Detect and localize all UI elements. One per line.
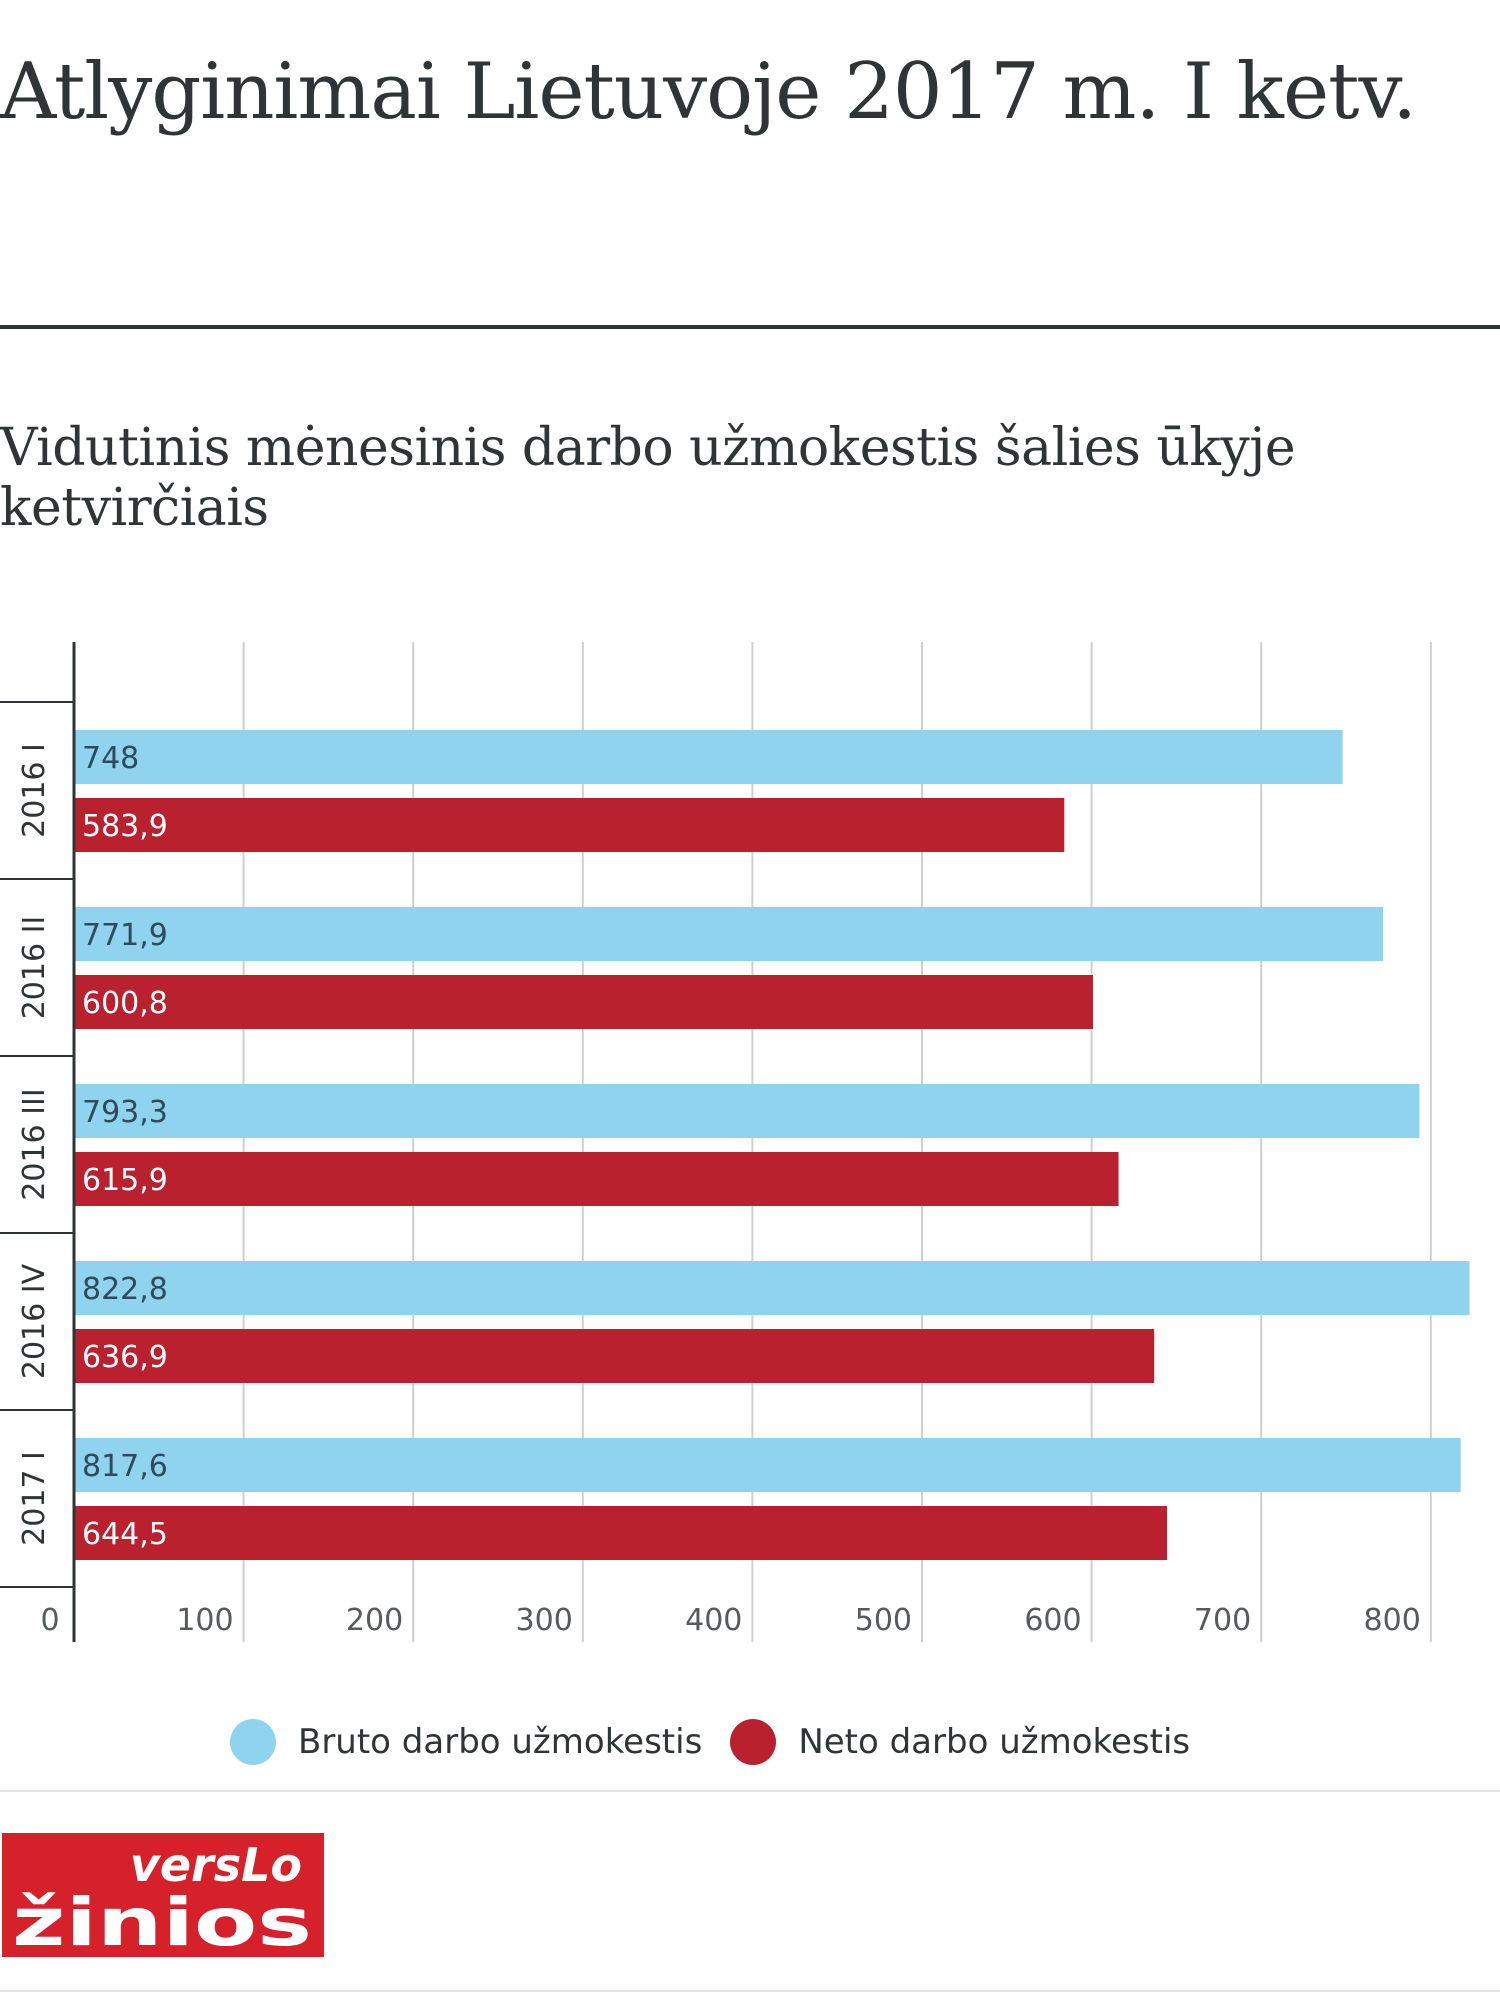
bar-bruto-1[interactable] [74,907,1384,961]
bar-neto-2[interactable] [74,1152,1119,1206]
x-tick-label: 400 [685,1603,742,1638]
bar-data-label: 644,5 [82,1517,168,1552]
bar-data-label: 615,9 [82,1163,168,1198]
bar-data-label: 822,8 [82,1272,168,1307]
category-label: 2016 IV [17,1263,52,1379]
x-tick-label: 100 [176,1603,233,1638]
bar-neto-0[interactable] [74,798,1065,852]
category-label: 2016 III [17,1088,52,1200]
legend-item-neto[interactable]: Neto darbo užmokestis [730,1719,1190,1765]
title-divider [0,325,1500,329]
bar-data-label: 748 [82,741,139,776]
category-label: 2017 I [17,1451,52,1546]
chart-subtitle: Vidutinis mėnesinis darbo užmokestis šal… [0,418,1296,538]
x-tick-label: 600 [1024,1603,1081,1638]
category-label: 2016 II [17,916,52,1020]
legend-item-bruto[interactable]: Bruto darbo užmokestis [230,1719,702,1765]
bar-data-label: 771,9 [82,918,168,953]
legend-neto-label: Neto darbo užmokestis [798,1722,1191,1762]
verslo-zinios-logo[interactable]: versLo žinios [2,1833,324,1961]
x-tick-label: 800 [1364,1603,1421,1638]
bar-chart: 748 583,9 771,9 600,8 793,3 615,9 822,8 636,9 81… [0,642,1470,1642]
bar-neto-4[interactable] [74,1506,1168,1560]
bar-data-label: 600,8 [82,986,168,1021]
x-tick-label: 200 [346,1603,403,1638]
page-title: Atlyginimai Lietuvoje 2017 m. I ketv. [0,47,1417,137]
chart-bars: 748 583,9 771,9 600,8 793,3 615,9 822,8 636,9 81… [74,730,1470,1560]
bar-bruto-0[interactable] [74,730,1343,784]
bar-bruto-2[interactable] [74,1084,1420,1138]
footer-divider [0,1790,1500,1792]
chart-axes: 0 100 200 300 400 500 600 700 800 2016 I 2016 II 20… [0,642,1421,1642]
bar-bruto-4[interactable] [74,1438,1461,1492]
bar-data-label: 583,9 [82,809,168,844]
bar-neto-3[interactable] [74,1329,1155,1383]
x-tick-label: 500 [855,1603,912,1638]
legend-bruto-label: Bruto darbo užmokestis [298,1722,703,1762]
legend-bruto-dot-icon [230,1719,276,1765]
bar-data-label: 817,6 [82,1449,168,1484]
legend-neto-dot-icon [730,1719,777,1765]
logo-line1: versLo [130,1838,302,1892]
x-tick-label: 300 [516,1603,573,1638]
bar-data-label: 636,9 [82,1340,168,1375]
bar-data-label: 793,3 [82,1095,168,1130]
bar-neto-1[interactable] [74,975,1093,1029]
chart-legend: Bruto darbo užmokestis Neto darbo užmoke… [230,1712,1218,1772]
x-tick-label: 0 [40,1603,59,1638]
bar-bruto-3[interactable] [74,1261,1470,1315]
x-tick-label: 700 [1194,1603,1251,1638]
logo-line2: žinios [12,1884,312,1957]
category-label: 2016 I [17,743,52,838]
footer-bottom-divider [0,1990,1500,1992]
